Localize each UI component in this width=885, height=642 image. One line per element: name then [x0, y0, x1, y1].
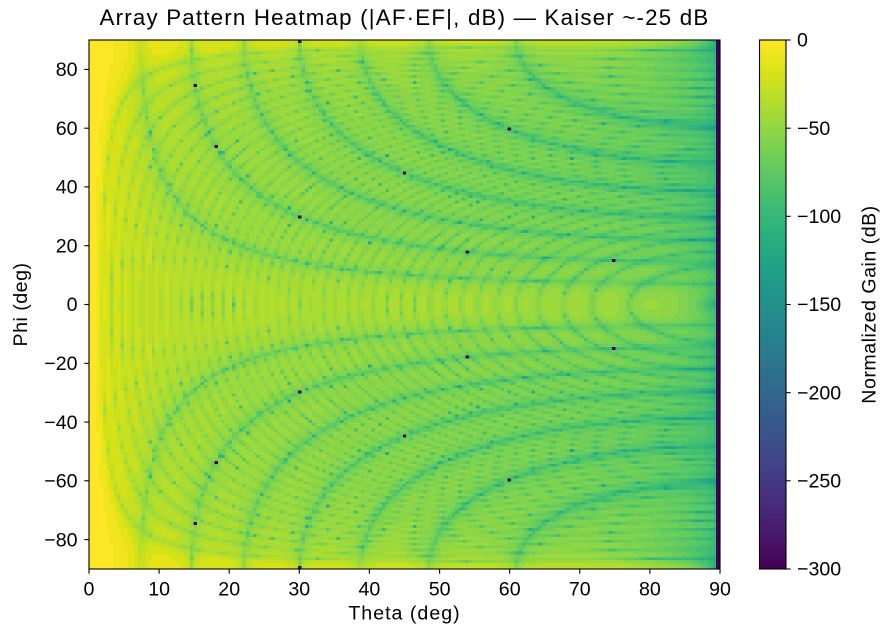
svg-text:−150: −150	[797, 294, 841, 316]
svg-text:−250: −250	[797, 471, 841, 493]
svg-text:−200: −200	[797, 382, 841, 404]
svg-text:20: 20	[218, 578, 240, 600]
svg-text:80: 80	[639, 578, 661, 600]
svg-text:Phi (deg): Phi (deg)	[10, 262, 32, 346]
svg-text:−80: −80	[44, 529, 77, 551]
svg-text:40: 40	[56, 177, 78, 199]
svg-text:10: 10	[148, 578, 170, 600]
svg-text:Array Pattern Heatmap (|AF·EF|: Array Pattern Heatmap (|AF·EF|, dB) — Ka…	[100, 5, 710, 30]
svg-text:−40: −40	[44, 412, 77, 434]
svg-text:0: 0	[67, 294, 78, 316]
svg-text:−50: −50	[797, 118, 830, 140]
svg-text:−300: −300	[797, 559, 841, 581]
svg-text:0: 0	[797, 30, 808, 52]
svg-text:Theta (deg): Theta (deg)	[348, 603, 460, 625]
svg-text:Normalized Gain (dB): Normalized Gain (dB)	[859, 205, 881, 403]
svg-text:60: 60	[56, 118, 78, 140]
svg-text:90: 90	[709, 578, 731, 600]
svg-text:20: 20	[56, 235, 78, 257]
svg-text:0: 0	[84, 578, 95, 600]
svg-text:−100: −100	[797, 206, 841, 228]
svg-text:50: 50	[429, 578, 451, 600]
svg-text:70: 70	[569, 578, 591, 600]
svg-text:30: 30	[288, 578, 310, 600]
svg-text:−20: −20	[44, 353, 77, 375]
svg-text:40: 40	[359, 578, 381, 600]
svg-text:60: 60	[499, 578, 521, 600]
svg-text:80: 80	[56, 59, 78, 81]
svg-text:−60: −60	[44, 471, 77, 493]
